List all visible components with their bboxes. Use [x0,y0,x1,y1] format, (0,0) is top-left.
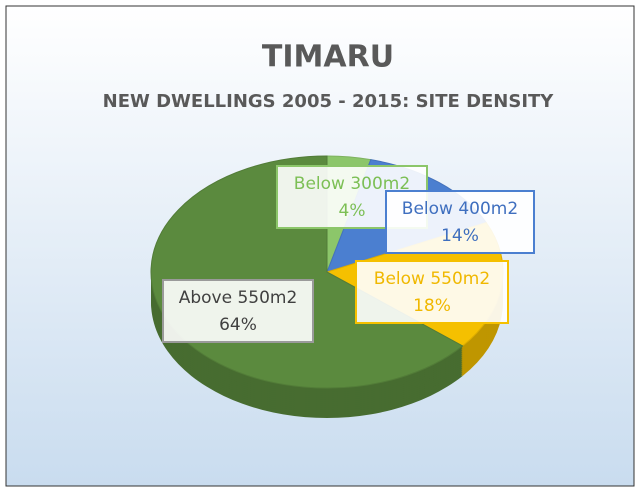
chart-subtitle: NEW DWELLINGS 2005 - 2015: SITE DENSITY [103,91,555,112]
data-label-category: Below 300m2 [294,174,410,194]
data-label-value: 4% [339,201,366,221]
data-label-category: Below 400m2 [402,199,518,219]
data-label-category: Below 550m2 [374,269,490,289]
data-labels: Below 300m2 4% Below 400m2 14% Below 550m2 18… [162,165,535,343]
data-label-value: 14% [441,226,479,246]
data-label-value: 18% [413,296,451,316]
data-label-box [162,279,314,343]
chart-title: TIMARU [262,40,394,75]
data-label-box [385,190,535,254]
data-label-value: 64% [219,315,257,335]
data-label-box [355,260,509,324]
data-label-category: Above 550m2 [179,288,298,308]
